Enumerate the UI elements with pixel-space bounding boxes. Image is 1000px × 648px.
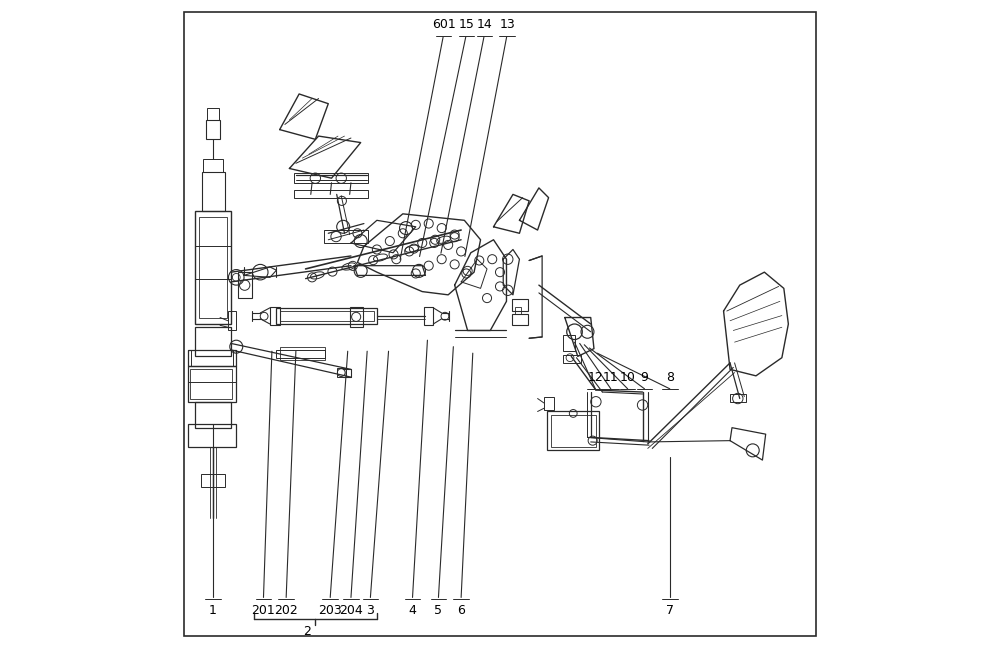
Text: 204: 204 xyxy=(339,604,363,617)
Text: 11: 11 xyxy=(603,371,619,384)
Bar xyxy=(202,172,225,211)
Bar xyxy=(203,159,223,172)
Bar xyxy=(512,314,528,325)
Bar xyxy=(294,190,368,198)
Bar xyxy=(201,474,225,487)
Text: 203: 203 xyxy=(318,604,342,617)
Bar xyxy=(424,307,433,325)
Bar xyxy=(276,350,325,358)
Text: 2: 2 xyxy=(303,625,311,638)
Text: 3: 3 xyxy=(366,604,374,617)
Bar xyxy=(188,350,191,366)
Bar xyxy=(270,307,280,325)
Bar xyxy=(276,308,377,324)
Text: 10: 10 xyxy=(620,371,636,384)
Bar xyxy=(188,424,236,447)
Bar xyxy=(190,369,232,399)
Text: 8: 8 xyxy=(666,371,674,384)
Bar xyxy=(547,411,599,450)
Bar xyxy=(551,415,596,447)
Bar xyxy=(350,307,363,327)
Bar xyxy=(563,335,575,351)
Bar xyxy=(337,368,346,377)
Bar xyxy=(294,173,368,183)
Bar xyxy=(280,311,374,321)
Text: 601: 601 xyxy=(432,18,455,31)
Bar xyxy=(233,350,236,366)
Text: 201: 201 xyxy=(252,604,275,617)
Text: 7: 7 xyxy=(666,604,674,617)
Bar xyxy=(228,311,236,330)
Bar xyxy=(188,366,236,402)
Bar xyxy=(195,402,231,428)
Text: 6: 6 xyxy=(457,604,465,617)
Bar xyxy=(280,347,325,360)
Bar xyxy=(324,230,368,243)
Text: 14: 14 xyxy=(477,18,492,31)
Bar xyxy=(515,307,521,314)
Text: 13: 13 xyxy=(499,18,515,31)
Bar xyxy=(544,397,554,410)
Bar xyxy=(512,299,528,311)
Text: 1: 1 xyxy=(209,604,217,617)
Text: 9: 9 xyxy=(641,371,648,384)
Bar xyxy=(195,211,231,324)
Text: 202: 202 xyxy=(274,604,298,617)
Text: 4: 4 xyxy=(409,604,416,617)
Bar xyxy=(730,394,746,402)
Text: 5: 5 xyxy=(434,604,442,617)
Bar xyxy=(188,350,236,366)
Bar xyxy=(199,217,227,318)
Bar xyxy=(206,120,220,139)
Bar xyxy=(238,272,252,298)
Text: 12: 12 xyxy=(587,371,603,384)
Bar xyxy=(563,355,581,363)
Bar xyxy=(195,327,231,356)
Text: 15: 15 xyxy=(458,18,474,31)
Bar xyxy=(207,108,219,120)
